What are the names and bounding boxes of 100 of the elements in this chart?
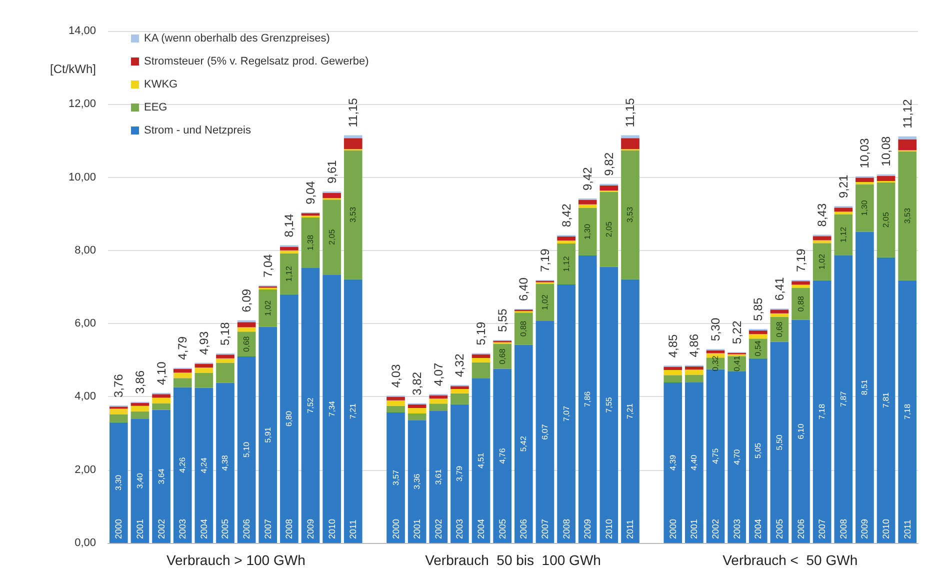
total-label: 7,04 bbox=[260, 254, 275, 278]
x-tick-label: 2007 bbox=[817, 518, 828, 539]
bar bbox=[194, 388, 214, 543]
bar bbox=[344, 279, 362, 543]
bar bbox=[130, 402, 150, 406]
total-label: 8,14 bbox=[282, 214, 296, 238]
total-label: 7,19 bbox=[794, 248, 808, 272]
bar bbox=[344, 150, 362, 280]
data-label: 3,79 bbox=[455, 465, 464, 482]
total-label: 5,18 bbox=[218, 322, 232, 346]
data-label: 1,12 bbox=[838, 226, 848, 242]
bar bbox=[664, 366, 682, 370]
x-tick-label: 2008 bbox=[284, 518, 294, 539]
total-label: 11,15 bbox=[623, 98, 638, 128]
total-label: 4,07 bbox=[431, 362, 446, 386]
data-label: 6,10 bbox=[796, 423, 806, 440]
bar bbox=[834, 255, 853, 543]
total-label: 5,85 bbox=[751, 297, 766, 322]
total-label: 11,15 bbox=[346, 98, 360, 128]
y-tick-label: 4,00 bbox=[74, 390, 96, 403]
bar bbox=[258, 326, 278, 543]
bar bbox=[685, 366, 704, 370]
bar bbox=[130, 418, 150, 543]
data-label: 7,18 bbox=[818, 403, 827, 420]
data-label: 3,30 bbox=[114, 474, 124, 490]
x-tick-label: 2009 bbox=[860, 518, 870, 539]
data-label: 7,18 bbox=[902, 403, 912, 420]
data-label: 0,88 bbox=[796, 295, 806, 312]
bar bbox=[578, 256, 597, 543]
data-label: 6,80 bbox=[284, 410, 294, 426]
legend-label: KWKG bbox=[144, 78, 178, 90]
bar bbox=[216, 382, 234, 543]
data-label: 4,39 bbox=[668, 454, 678, 471]
data-label: 2,05 bbox=[882, 212, 891, 228]
bar bbox=[834, 212, 853, 214]
bar bbox=[258, 290, 278, 327]
bar bbox=[812, 236, 832, 240]
bar bbox=[898, 136, 917, 140]
total-label: 8,42 bbox=[559, 203, 574, 228]
bar bbox=[472, 358, 490, 362]
bar bbox=[322, 200, 341, 275]
bar bbox=[685, 382, 704, 543]
bar bbox=[408, 414, 426, 420]
data-label: 3,61 bbox=[434, 468, 443, 485]
bar bbox=[876, 176, 896, 181]
bar bbox=[152, 398, 170, 404]
x-tick-label: 2009 bbox=[582, 518, 593, 539]
x-tick-label: 2001 bbox=[134, 518, 145, 539]
bar bbox=[557, 284, 576, 543]
bar bbox=[856, 232, 874, 543]
data-label: 1,30 bbox=[583, 223, 592, 240]
bar bbox=[472, 354, 490, 358]
bar bbox=[856, 178, 874, 182]
bar bbox=[685, 374, 704, 382]
bar bbox=[621, 150, 640, 280]
bar bbox=[237, 322, 256, 328]
data-label: 5,05 bbox=[754, 442, 763, 458]
bar bbox=[429, 410, 448, 543]
data-label: 4,26 bbox=[178, 456, 188, 473]
bar bbox=[216, 362, 234, 383]
bar bbox=[152, 394, 170, 398]
bar bbox=[898, 151, 917, 280]
x-tick-label: 2002 bbox=[710, 518, 720, 539]
data-label: 3,53 bbox=[626, 206, 635, 223]
total-label: 9,04 bbox=[304, 180, 318, 204]
bar bbox=[770, 313, 789, 317]
bar bbox=[792, 320, 810, 543]
total-label: 4,10 bbox=[154, 361, 168, 386]
total-label: 4,85 bbox=[666, 334, 680, 358]
data-label: 1,02 bbox=[540, 294, 550, 310]
bar bbox=[876, 257, 896, 543]
total-label: 6,09 bbox=[240, 288, 254, 312]
y-axis-title: [Ct/kWh] bbox=[50, 62, 96, 76]
total-label: 4,86 bbox=[687, 334, 702, 358]
x-tick-label: 2003 bbox=[454, 518, 465, 539]
data-label: 3,57 bbox=[391, 469, 400, 486]
x-tick-label: 2008 bbox=[561, 518, 572, 539]
data-label: 3,53 bbox=[902, 208, 912, 224]
data-label: 4,75 bbox=[711, 448, 720, 464]
bar bbox=[301, 268, 320, 543]
x-tick-label: 2007 bbox=[540, 518, 550, 539]
x-tick-label: 2010 bbox=[326, 518, 337, 539]
data-label: 0,32 bbox=[711, 355, 720, 372]
bar bbox=[408, 408, 426, 414]
data-label: 0,68 bbox=[498, 348, 507, 364]
bar bbox=[130, 406, 150, 412]
total-label: 6,40 bbox=[516, 277, 531, 301]
bar bbox=[812, 240, 832, 244]
x-tick-label: 2000 bbox=[390, 518, 401, 539]
bar bbox=[386, 400, 405, 406]
total-label: 4,32 bbox=[452, 353, 467, 378]
bar bbox=[301, 213, 320, 216]
data-label: 7,52 bbox=[306, 397, 315, 414]
bar bbox=[429, 404, 448, 411]
bar bbox=[386, 396, 405, 400]
data-label: 0,68 bbox=[774, 321, 784, 338]
data-label: 4,70 bbox=[732, 448, 742, 465]
data-label: 4,24 bbox=[199, 457, 208, 474]
x-tick-label: 2005 bbox=[774, 518, 784, 539]
bar bbox=[600, 185, 618, 190]
